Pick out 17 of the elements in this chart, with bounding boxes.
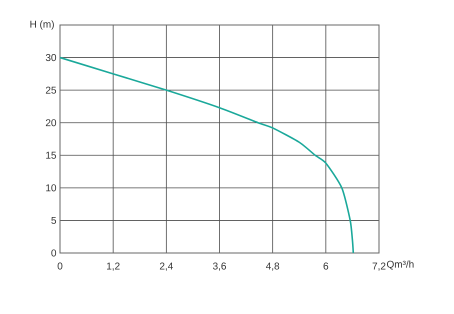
x-axis-title: Qm³/h xyxy=(386,260,414,270)
y-tick-label: 15 xyxy=(46,152,56,159)
y-tick-label: 20 xyxy=(46,119,56,126)
y-axis-title: H (m) xyxy=(30,20,54,30)
x-tick-label: 3,6 xyxy=(212,262,226,271)
x-tick-label: 6 xyxy=(324,262,328,270)
line-series xyxy=(59,56,354,254)
y-tick-label: 10 xyxy=(46,184,56,192)
x-tick-label: 0 xyxy=(58,262,62,270)
y-tick-label: 30 xyxy=(46,54,56,62)
y-tick-label: 0 xyxy=(51,249,56,257)
x-tick-label: 4,8 xyxy=(266,262,280,271)
y-tick-label: 5 xyxy=(51,216,56,224)
x-tick-label: 7,2 xyxy=(372,262,386,271)
y-tick-label: 25 xyxy=(46,86,56,94)
x-tick-label: 2,4 xyxy=(160,262,173,271)
x-tick-label: 1,2 xyxy=(107,262,120,271)
